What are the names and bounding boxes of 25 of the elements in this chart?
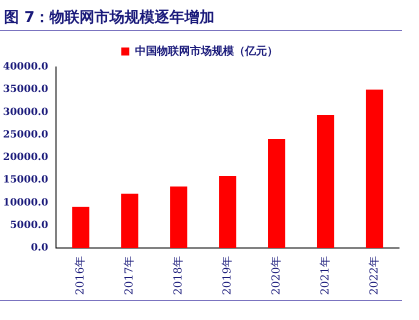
y-tick-label: 5000.0	[10, 220, 48, 231]
y-tick-label: 40000.0	[2, 62, 48, 73]
x-tick-label: 2019年	[220, 256, 234, 296]
bar	[219, 176, 236, 248]
bar	[72, 206, 90, 248]
x-tick-label: 2016年	[74, 256, 87, 296]
legend-label: 中国物联网市场规模（亿元）	[134, 44, 278, 58]
x-tick-label: 2018年	[172, 256, 185, 296]
y-tick-label: 15000.0	[2, 174, 48, 186]
chart-title: 图 7：物联网市场规模逐年增加	[4, 8, 215, 27]
y-tick-label: 35000.0	[2, 84, 48, 96]
x-tick-label: 2020年	[269, 256, 282, 296]
bar	[366, 90, 384, 248]
y-tick-label: 20000.0	[2, 152, 48, 164]
y-tick-label: 10000.0	[2, 197, 48, 208]
bar	[170, 186, 188, 248]
bar	[121, 194, 138, 248]
x-tick-label: 2021年	[318, 256, 332, 296]
bar	[316, 114, 334, 248]
y-tick-label: 30000.0	[2, 106, 48, 118]
y-tick-label: 0.0	[30, 242, 48, 254]
bar	[268, 138, 286, 248]
y-tick-label: 25000.0	[2, 129, 48, 140]
x-tick-label: 2017年	[122, 256, 136, 296]
x-tick-label: 2022年	[367, 256, 380, 296]
